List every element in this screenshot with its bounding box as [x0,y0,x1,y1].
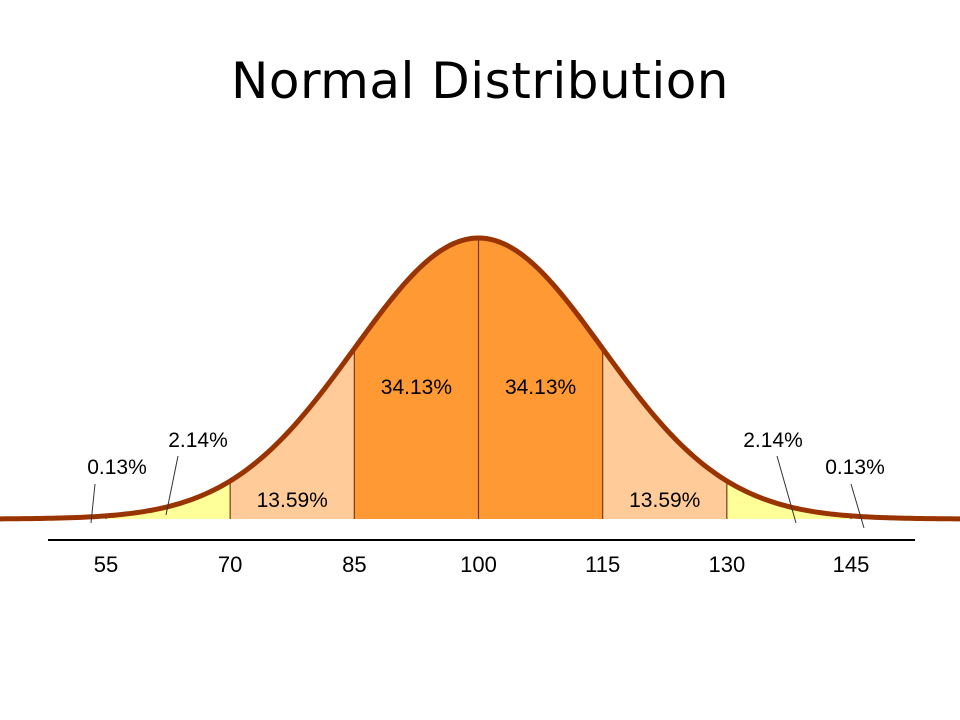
x-tick-label: 145 [833,552,870,577]
region-percent-label: 34.13% [505,376,576,399]
region-percent-label: 2.14% [168,429,228,452]
label-leader-line [850,483,865,529]
region-percent-label: 2.14% [743,429,803,452]
label-leader-line [776,455,797,524]
x-tick-label: 85 [342,552,366,577]
region-percent-label: 13.59% [629,489,700,512]
x-tick-label: 115 [585,552,620,577]
region-fill [106,480,231,519]
bell-curve [0,235,960,522]
region-percent-label: 13.59% [257,489,328,512]
x-tick-label: 55 [94,552,118,577]
x-tick-label: 100 [460,552,497,577]
region-fill [726,480,851,519]
region-percent-label: 34.13% [381,376,452,399]
label-leader-line [165,455,179,516]
chart-title: Normal Distribution [230,52,729,110]
label-leader-line [90,483,96,524]
x-tick-label: 130 [708,552,745,577]
region-percent-label: 0.13% [825,456,885,479]
x-tick-label: 70 [218,552,242,577]
region-percent-label: 0.13% [87,456,147,479]
